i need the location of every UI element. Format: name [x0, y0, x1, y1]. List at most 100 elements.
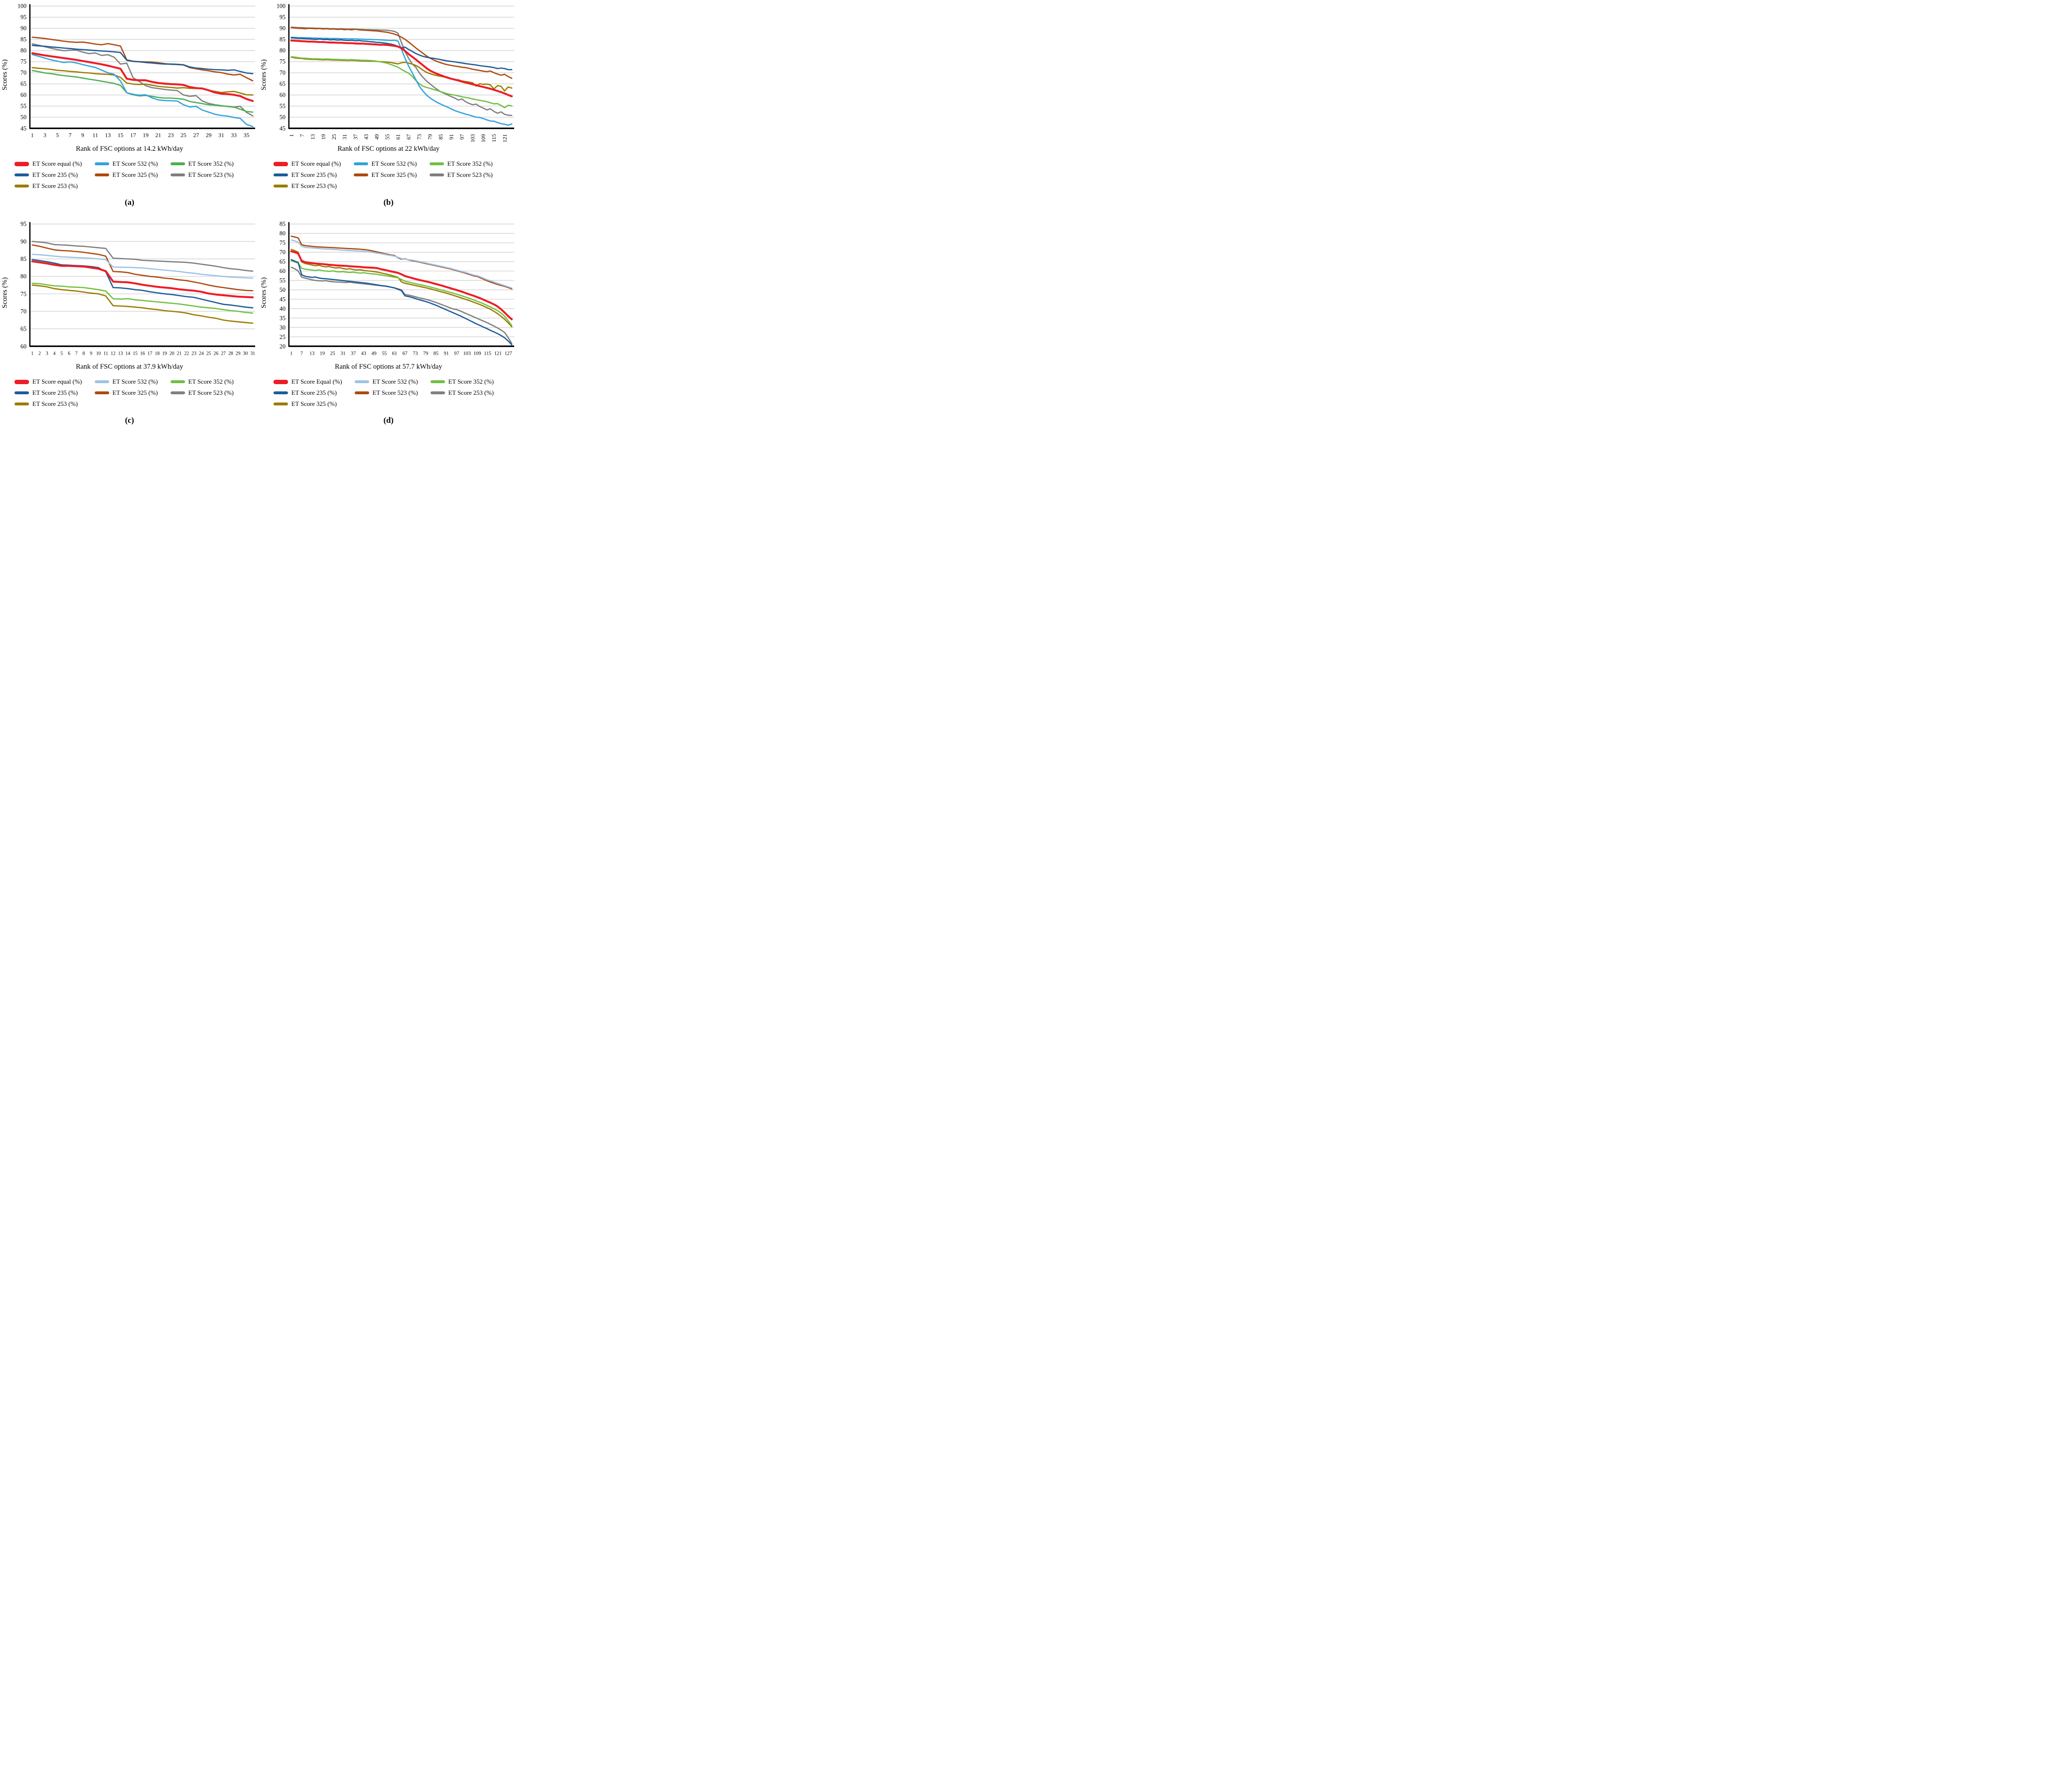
y-tick-label: 35 [279, 315, 285, 321]
y-tick-label: 60 [279, 92, 285, 99]
legend-item: ET Score 523 (%) [429, 171, 493, 179]
x-tick-label: 12 [111, 351, 115, 357]
x-tick-label: 37 [351, 351, 356, 357]
x-tick-label: 49 [372, 351, 376, 357]
chart-panel-d: Scores (%) 20 25 30 35 40 45 50 55 60 65 70 75 80 85 1… [259, 218, 518, 436]
series-line [31, 254, 254, 279]
legend-swatch-icon [94, 391, 109, 394]
x-tick-label: 25 [181, 132, 187, 139]
x-tick-label: 21 [156, 132, 161, 139]
x-tick-label: 25 [206, 351, 211, 357]
y-axis-title: Scores (%) [1, 277, 9, 309]
legend-swatch-icon [273, 391, 288, 394]
legend-swatch-icon [430, 391, 445, 394]
x-tick-label: 27 [193, 132, 199, 139]
legend-label: ET Score 325 (%) [291, 400, 337, 407]
chart-area-a: Scores (%) 45 50 55 60 65 70 75 80 85 90 95 100 1 3 5 7… [1, 2, 258, 148]
x-tick-label: 4 [53, 351, 56, 357]
x-tick-label: 13 [310, 134, 316, 140]
legend-swatch-icon [14, 379, 29, 384]
chart-area-b: Scores (%) 45 50 55 60 65 70 75 80 85 90 95 100 1 7 13… [260, 2, 517, 148]
series-line [31, 67, 254, 96]
legend-swatch-icon [273, 161, 288, 166]
legend-swatch-icon [94, 162, 109, 165]
x-tick-label: 17 [147, 351, 152, 357]
x-tick-label: 79 [428, 134, 433, 140]
series-line [290, 39, 513, 98]
x-tick-label: 19 [143, 132, 148, 139]
x-tick-label: 85 [438, 134, 444, 140]
x-tick-label: 27 [221, 351, 226, 357]
y-tick-label: 70 [20, 70, 26, 76]
x-tick-label: 115 [491, 134, 497, 142]
series-line [31, 283, 254, 314]
x-tick-label: 127 [504, 351, 512, 357]
y-tick-label: 75 [279, 58, 285, 65]
x-tick-label: 25 [330, 351, 335, 357]
x-tick-label: 2 [39, 351, 41, 357]
legend-label: ET Score 352 (%) [188, 160, 234, 167]
legend-swatch-icon [14, 185, 29, 187]
x-tick-label: 29 [236, 351, 241, 357]
legend-label: ET Score 325 (%) [371, 171, 417, 178]
x-tick-label: 24 [199, 351, 204, 357]
x-tick-label: 33 [231, 132, 237, 139]
legend-swatch-icon [430, 380, 445, 383]
legend-swatch-icon [14, 161, 29, 166]
x-axis-title: Rank of FSC options at 22 kWh/day [337, 145, 440, 153]
x-tick-label: 11 [92, 132, 98, 139]
legend-label: ET Score 253 (%) [448, 389, 494, 396]
y-tick-label: 65 [20, 81, 26, 87]
legend-item: ET Score 235 (%) [14, 171, 82, 179]
x-tick-label: 37 [353, 134, 359, 140]
legend-swatch-icon [429, 173, 444, 176]
x-tick-label: 97 [454, 351, 459, 357]
y-tick-label: 100 [17, 3, 27, 10]
y-tick-label: 95 [279, 14, 285, 21]
legend-swatch-icon [94, 173, 109, 176]
legend-swatch-icon [14, 391, 29, 394]
legend-item: ET Score equal (%) [273, 160, 341, 168]
chart-area-c: Scores (%) 60 65 70 75 80 85 90 95 1 2 3 4 5 6 7 8 9 10 11… [1, 220, 258, 366]
legend-item: ET Score 352 (%) [170, 378, 234, 386]
chart-panel-a: Scores (%) 45 50 55 60 65 70 75 80 85 90 95 100 1 3 5 7… [0, 0, 259, 218]
x-tick-label: 18 [155, 351, 159, 357]
x-axis-title: Rank of FSC options at 37.9 kWh/day [76, 363, 183, 371]
legend-item: ET Score 325 (%) [94, 389, 158, 397]
x-tick-label: 31 [218, 132, 224, 139]
x-tick-label: 73 [413, 351, 417, 357]
y-tick-label: 70 [279, 70, 285, 76]
series-line [290, 260, 513, 327]
y-tick-label: 70 [279, 249, 285, 256]
x-tick-label: 91 [444, 351, 448, 357]
line-chart-d: 20 25 30 35 40 45 50 55 60 65 70 75 80 85 1 7 13 19 25 31 37… [279, 221, 515, 357]
series-line [31, 44, 254, 74]
y-tick-label: 100 [276, 3, 286, 10]
x-tick-label: 19 [321, 134, 327, 140]
legend-label: ET Score 253 (%) [32, 400, 78, 407]
legend: ET Score equal (%) ET Score 532 (%) ET Sco… [273, 160, 517, 190]
x-tick-label: 55 [385, 134, 391, 140]
x-tick-label: 79 [423, 351, 428, 357]
legend-item: ET Score 235 (%) [273, 389, 342, 397]
legend-item: ET Score 532 (%) [94, 160, 158, 168]
legend-swatch-icon [170, 380, 185, 383]
y-tick-label: 70 [20, 308, 26, 315]
legend-label: ET Score 532 (%) [372, 378, 418, 385]
series-line [31, 54, 254, 128]
x-tick-label: 13 [118, 351, 123, 357]
x-tick-label: 31 [250, 351, 255, 357]
x-tick-label: 9 [81, 132, 84, 139]
x-tick-label: 6 [68, 351, 70, 357]
panel-caption: (b) [383, 198, 394, 207]
x-tick-label: 16 [140, 351, 145, 357]
y-tick-label: 45 [279, 125, 285, 132]
x-tick-label: 9 [90, 351, 92, 357]
y-tick-label: 50 [279, 114, 285, 121]
x-tick-label: 3 [43, 132, 46, 139]
x-tick-label: 13 [105, 132, 111, 139]
x-tick-label: 49 [374, 134, 380, 140]
x-tick-label: 103 [463, 351, 471, 357]
